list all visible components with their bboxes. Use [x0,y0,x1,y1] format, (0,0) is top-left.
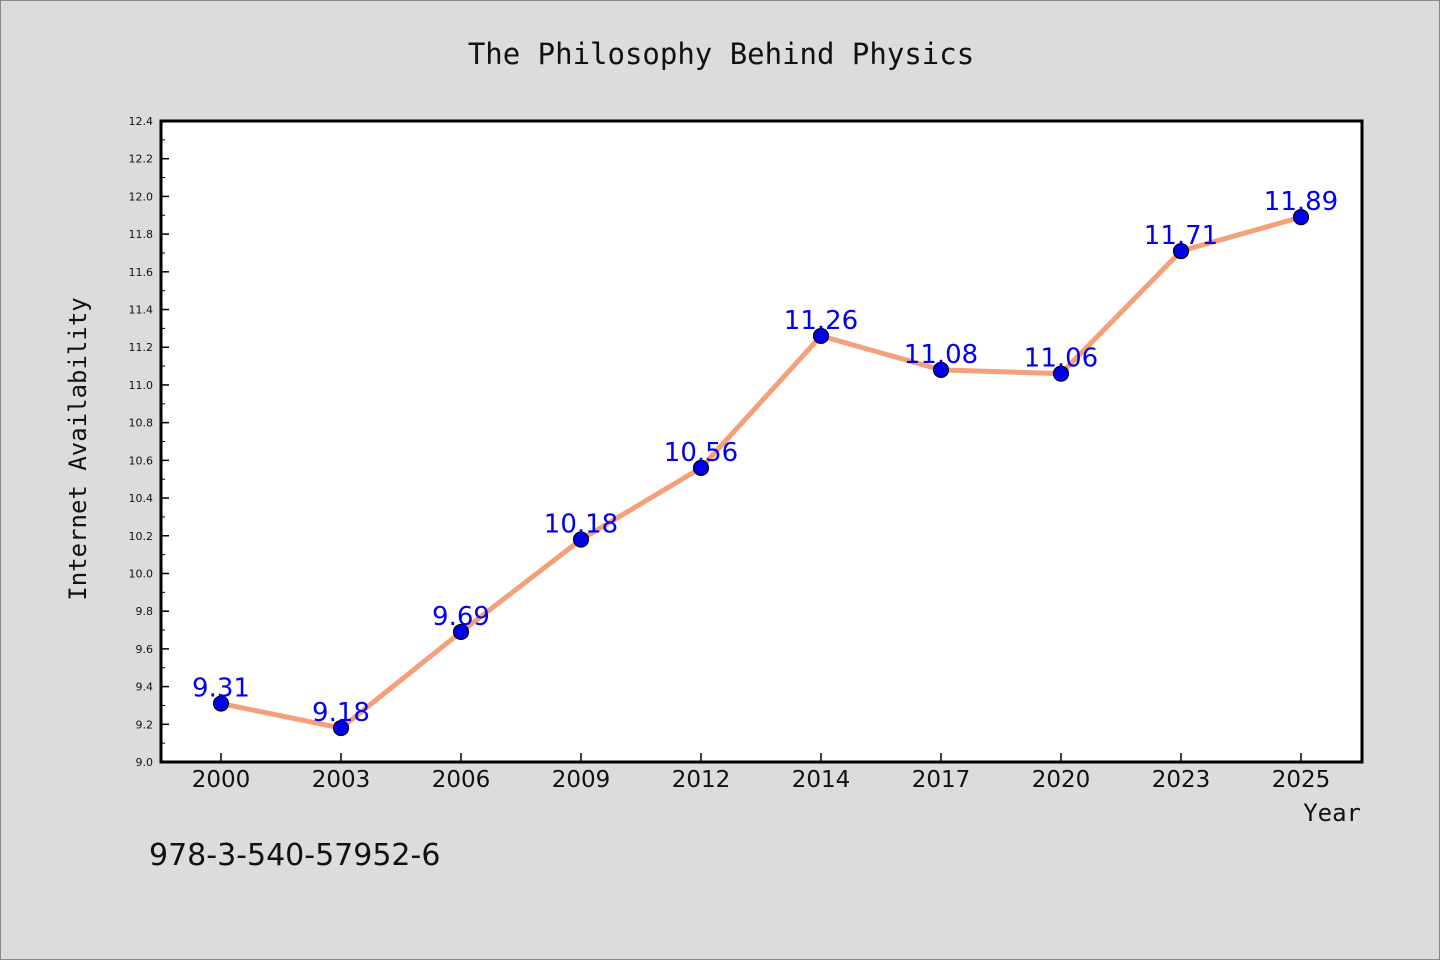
data-markers [212,209,1310,737]
plot-area [161,121,1362,762]
y-tick-label: 10.4 [129,492,154,505]
x-tick-label: 2014 [792,767,851,793]
y-tick-label: 9.0 [136,756,154,769]
data-label: 11.26 [784,306,858,336]
y-tick-label: 9.8 [136,605,154,618]
y-tick-label: 10.2 [129,530,154,543]
y-tick-label: 10.0 [129,567,154,580]
y-tick-label: 12.2 [129,153,154,166]
data-label: 10.56 [664,438,738,468]
x-tick-label: 2012 [672,767,731,793]
y-axis-label: Internet Availability [64,297,92,600]
x-tick-label: 2000 [192,767,251,793]
x-tick-label: 2009 [552,767,611,793]
data-label: 9.31 [192,674,250,704]
data-label: 11.71 [1144,221,1218,251]
data-point [812,327,830,345]
data-point [332,719,350,737]
data-point [692,459,710,476]
y-tick-label: 11.2 [129,341,154,354]
y-tick-label: 11.4 [129,304,154,317]
data-label: 11.89 [1264,187,1338,217]
x-tick-label: 2020 [1032,767,1091,793]
series-line [218,214,1304,731]
y-tick-label: 11.0 [129,379,154,392]
x-tick-label: 2023 [1152,767,1211,793]
y-tick-label: 10.6 [129,454,154,467]
annotation-text: 978-3-540-57952-6 [149,838,440,873]
data-point [1052,365,1070,382]
data-point [212,695,230,712]
data-point [572,531,590,548]
data-label: 9.69 [432,602,490,632]
x-tick-label: 2003 [312,767,371,793]
data-point [452,623,470,641]
y-axis-ticks: 9.0 9.2 9.4 9.6 9.8 10.0 10.2 10.4 10.6 10.8 11.0 1… [129,115,169,769]
y-tick-label: 9.4 [136,681,154,694]
x-tick-label: 2025 [1272,767,1331,793]
data-label: 9.18 [312,698,370,728]
y-tick-label: 12.4 [129,115,154,128]
x-tick-label: 2006 [432,767,491,793]
x-axis-label: Year [1303,799,1361,827]
y-tick-label: 9.2 [136,718,154,731]
data-point [932,361,950,378]
data-point [1292,209,1310,226]
data-label: 11.06 [1024,344,1098,374]
y-tick-label: 10.8 [129,417,154,430]
plot-frame [159,119,1364,764]
chart-title: The Philosophy Behind Physics [468,37,974,71]
data-labels: 9.31 9.18 9.69 10.18 10.56 11.26 11.08 11.06 11.… [192,187,1338,728]
y-tick-label: 11.6 [129,266,154,279]
x-axis-ticks: 2000 2003 2006 2009 2012 2014 2017 2020 2023 2025 [192,753,1331,793]
data-label: 10.18 [544,510,618,540]
y-tick-label: 9.6 [136,643,154,656]
data-label: 11.08 [904,340,978,370]
y-tick-label: 12.0 [129,190,154,203]
y-tick-label: 11.8 [129,228,154,241]
x-tick-label: 2017 [912,767,971,793]
data-point [1172,242,1190,260]
